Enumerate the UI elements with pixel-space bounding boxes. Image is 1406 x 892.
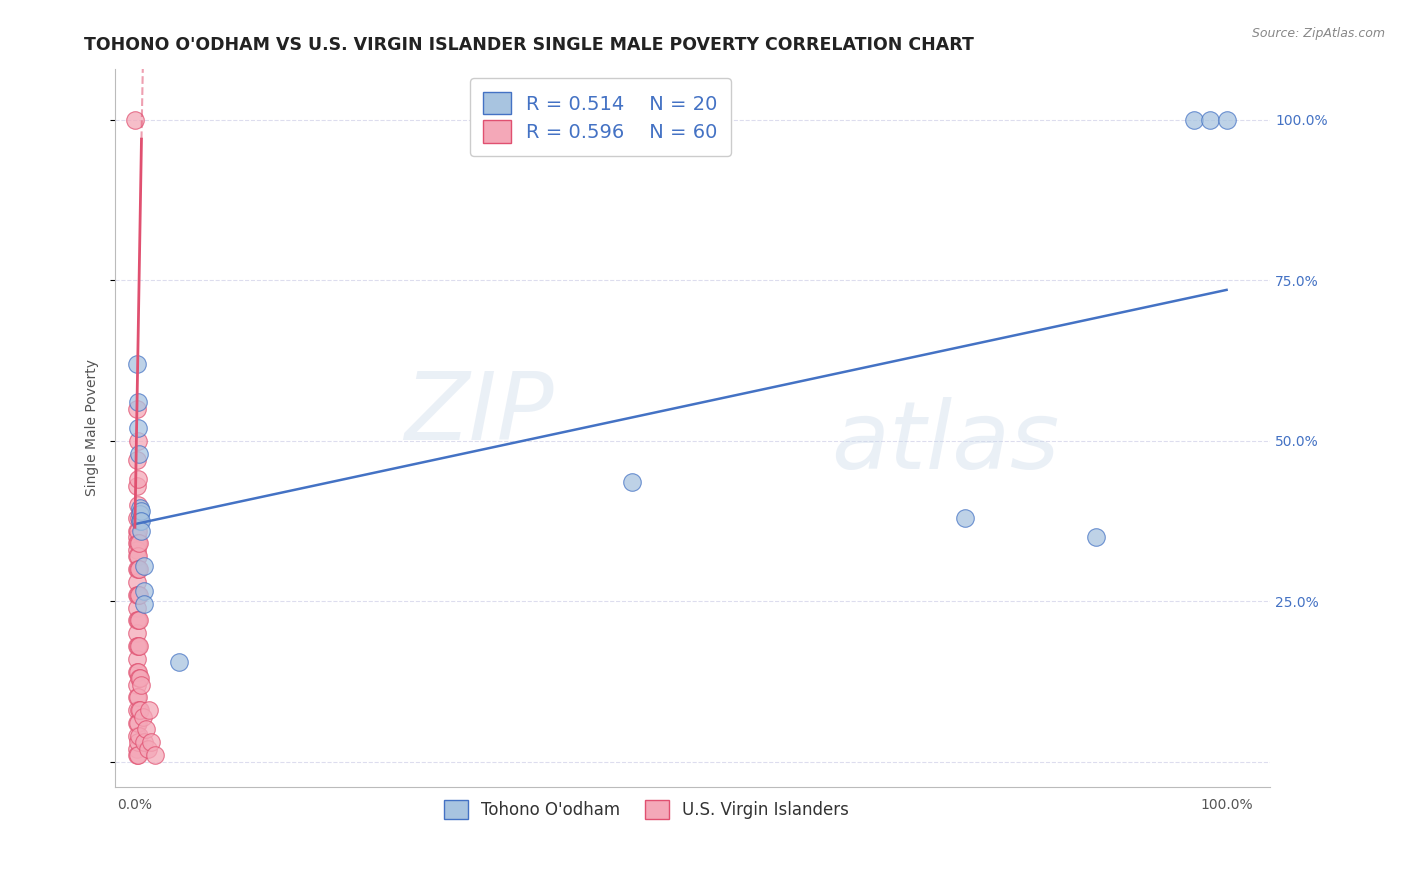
- Point: [127, 652, 149, 666]
- Point: [127, 735, 149, 749]
- Point: [127, 401, 149, 416]
- Point: [128, 562, 150, 576]
- Legend: Tohono O'odham, U.S. Virgin Islanders: Tohono O'odham, U.S. Virgin Islanders: [437, 793, 855, 826]
- Point: [127, 703, 149, 717]
- Point: [127, 665, 149, 679]
- Point: [131, 677, 153, 691]
- Point: [135, 723, 157, 737]
- Point: [127, 677, 149, 691]
- Point: [1182, 112, 1205, 127]
- Point: [1084, 530, 1107, 544]
- Point: [127, 690, 149, 705]
- Point: [124, 112, 146, 127]
- Point: [127, 690, 149, 705]
- Point: [127, 453, 149, 467]
- Point: [620, 475, 643, 490]
- Point: [127, 536, 149, 550]
- Point: [1199, 112, 1222, 127]
- Point: [127, 421, 149, 435]
- Point: [953, 510, 976, 524]
- Point: [136, 741, 159, 756]
- Point: [129, 508, 152, 522]
- Point: [132, 558, 155, 573]
- Point: [127, 748, 149, 763]
- Point: [127, 588, 149, 602]
- Point: [127, 716, 149, 731]
- Point: [128, 536, 150, 550]
- Point: [127, 472, 149, 486]
- Point: [127, 549, 149, 564]
- Point: [129, 514, 152, 528]
- Point: [132, 584, 155, 599]
- Point: [127, 741, 149, 756]
- Point: [141, 735, 163, 749]
- Point: [131, 524, 153, 538]
- Point: [127, 536, 149, 550]
- Text: TOHONO O'ODHAM VS U.S. VIRGIN ISLANDER SINGLE MALE POVERTY CORRELATION CHART: TOHONO O'ODHAM VS U.S. VIRGIN ISLANDER S…: [84, 36, 974, 54]
- Point: [127, 562, 149, 576]
- Point: [132, 597, 155, 611]
- Point: [128, 703, 150, 717]
- Point: [127, 357, 149, 371]
- Point: [127, 748, 149, 763]
- Point: [128, 446, 150, 460]
- Point: [127, 395, 149, 409]
- Text: Source: ZipAtlas.com: Source: ZipAtlas.com: [1251, 27, 1385, 40]
- Point: [127, 613, 149, 627]
- Point: [128, 510, 150, 524]
- Point: [127, 639, 149, 653]
- Y-axis label: Single Male Poverty: Single Male Poverty: [86, 359, 100, 496]
- Point: [129, 501, 152, 516]
- Text: ZIP: ZIP: [405, 368, 554, 459]
- Point: [127, 600, 149, 615]
- Point: [127, 524, 149, 538]
- Point: [127, 510, 149, 524]
- Point: [127, 478, 149, 492]
- Point: [127, 562, 149, 576]
- Point: [127, 434, 149, 448]
- Point: [128, 639, 150, 653]
- Point: [131, 504, 153, 518]
- Point: [129, 671, 152, 685]
- Point: [132, 735, 155, 749]
- Text: atlas: atlas: [831, 397, 1060, 488]
- Point: [127, 639, 149, 653]
- Point: [131, 514, 153, 528]
- Point: [127, 716, 149, 731]
- Point: [167, 655, 190, 669]
- Point: [1215, 112, 1237, 127]
- Point: [129, 703, 152, 717]
- Point: [128, 671, 150, 685]
- Point: [127, 498, 149, 512]
- Point: [127, 613, 149, 627]
- Point: [128, 613, 150, 627]
- Point: [138, 703, 160, 717]
- Point: [127, 665, 149, 679]
- Point: [127, 530, 149, 544]
- Point: [143, 748, 166, 763]
- Point: [127, 542, 149, 557]
- Point: [128, 729, 150, 743]
- Point: [128, 588, 150, 602]
- Point: [127, 729, 149, 743]
- Point: [127, 588, 149, 602]
- Point: [127, 549, 149, 564]
- Point: [131, 709, 153, 723]
- Point: [127, 524, 149, 538]
- Point: [127, 626, 149, 640]
- Point: [127, 574, 149, 589]
